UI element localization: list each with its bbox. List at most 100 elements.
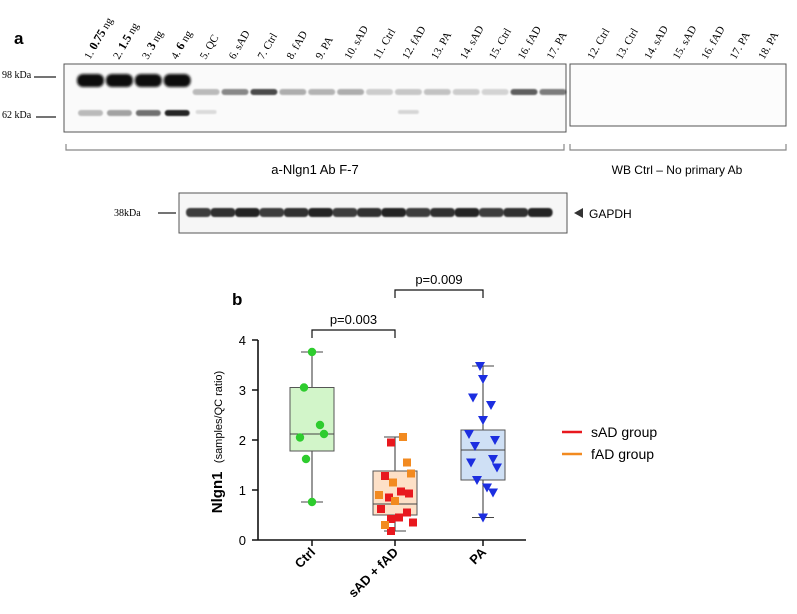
data-point-pa: [478, 513, 488, 523]
protein-band: [481, 89, 509, 95]
lane-label: 9. PA: [313, 35, 335, 62]
control-blot-lane-labels: 12. Ctrl 13. Ctrl 14. sAD 15. sAD 16. fAD 17.…: [585, 24, 781, 62]
significance-bracket: [394, 289, 484, 298]
lane-number: 4.: [169, 46, 185, 62]
data-point-ctrl: [307, 347, 317, 357]
data-point-pa: [482, 483, 492, 493]
protein-band: [106, 110, 132, 116]
control-blot-bracket: [569, 144, 787, 151]
gapdh-band: [332, 208, 358, 217]
lane-label: 11. Ctrl: [371, 27, 398, 62]
svg-text:Nlgn1 (samples/QC rati: Nlgn1 (samples/QC ratio): [209, 371, 226, 513]
legend-label: sAD group: [591, 424, 657, 440]
data-point-fad: [407, 469, 415, 478]
gapdh-band: [308, 208, 333, 217]
panel-b-label: b: [232, 290, 242, 309]
lane-number: 6.: [227, 46, 243, 62]
gapdh-label: GAPDH: [589, 207, 632, 221]
data-point-pa: [478, 416, 488, 425]
marker-62-label: 62 kDa: [2, 110, 32, 121]
lane-unit: PA: [319, 35, 336, 52]
data-point-sad: [405, 489, 413, 498]
lane-unit: sAD: [351, 24, 372, 48]
protein-band: [134, 74, 162, 87]
y-ticks: 0 1 2 3 4: [239, 333, 258, 548]
gapdh-band: [259, 208, 285, 217]
protein-band: [452, 89, 480, 95]
data-point-fad: [381, 521, 389, 529]
lane-number: 5.: [198, 46, 214, 62]
control-lane-label: 13. Ctrl: [614, 26, 641, 61]
y-tick-label: 2: [239, 433, 246, 448]
protein-band: [423, 89, 451, 95]
gapdh-band: [454, 208, 480, 217]
data-point-ctrl: [307, 497, 317, 507]
lane-number: 1.: [82, 46, 98, 62]
control-lane-label: 12. Ctrl: [585, 26, 612, 61]
y-axis-title-sub: (samples/QC ratio): [213, 371, 225, 463]
data-point-pa: [466, 458, 476, 468]
panel-a-label: a: [14, 29, 24, 48]
gapdh-band: [503, 208, 529, 217]
protein-band: [250, 89, 278, 95]
data-point-sad: [387, 438, 395, 447]
gapdh-band: [478, 208, 504, 217]
data-point-sad: [409, 518, 417, 527]
gapdh-bands: [186, 208, 553, 217]
data-point-pa: [478, 375, 488, 384]
x-tick-labels: Ctrl sAD + fAD PA: [292, 540, 490, 600]
lane-unit: fAD: [290, 29, 310, 52]
control-lane-label: 14. sAD: [642, 24, 671, 62]
data-point-pa: [468, 393, 478, 403]
gapdh-band: [186, 208, 211, 217]
control-lane-label: 16. fAD: [699, 24, 727, 61]
box-iqr: [289, 387, 335, 452]
significance-bracket: [311, 329, 396, 338]
data-point-pa: [490, 436, 500, 445]
data-point-fad: [403, 458, 411, 467]
lane-label: 14. sAD: [458, 24, 487, 62]
lane-number: 7.: [256, 46, 272, 62]
data-point-pa: [470, 442, 480, 451]
lane-label: 5. QC: [198, 33, 222, 62]
control-blot: 12. Ctrl 13. Ctrl 14. sAD 15. sAD 16. fAD 17.…: [569, 24, 787, 177]
control-blot-frame: [569, 63, 787, 127]
gapdh-band: [527, 208, 553, 217]
box-pa: [460, 365, 506, 519]
data-point-pa: [464, 430, 474, 439]
y-axis-title: Nlgn1 (samples/QC ratio): [209, 371, 226, 513]
box-plot: Nlgn1 (samples/QC ratio) 0 1 2 3 4 Ctrl sAD +…: [209, 272, 526, 600]
data-point-fad: [375, 491, 383, 499]
lane-unit: fAD: [408, 24, 428, 47]
gapdh-blot: 38kDa GAPDH: [114, 192, 632, 234]
data-point-sad: [381, 472, 389, 480]
lane-number: 3.: [140, 46, 156, 62]
data-point-sad: [377, 505, 385, 513]
protein-band: [394, 89, 422, 95]
data-point-sad: [387, 527, 395, 535]
gapdh-band: [405, 208, 431, 217]
lane-label: 10. sAD: [342, 24, 371, 62]
y-tick-label: 0: [239, 533, 246, 548]
protein-band: [539, 89, 567, 95]
lane-unit: PA: [553, 30, 570, 47]
gapdh-arrow-icon: [574, 208, 583, 218]
lane-unit: fAD: [524, 24, 544, 47]
data-point-ctrl: [319, 429, 329, 439]
protein-band: [308, 89, 336, 95]
protein-band: [192, 89, 220, 95]
data-point-pa: [472, 476, 482, 485]
main-blot: 1. 0.75 ng2. 1.5 ng3. 3 ng4. 6 ng5. QC6.…: [2, 15, 570, 177]
data-point-sad: [387, 515, 395, 523]
protein-band: [105, 74, 133, 87]
protein-band: [337, 89, 365, 95]
gapdh-band: [210, 208, 236, 217]
lane-label: 6. sAD: [227, 28, 253, 61]
main-blot-caption: a-Nlgn1 Ab F-7: [271, 162, 358, 177]
data-point-ctrl: [301, 454, 311, 464]
legend: sAD group fAD group: [562, 424, 657, 462]
y-axis-title-main: Nlgn1: [209, 472, 226, 514]
data-points: [295, 347, 502, 535]
legend-label: fAD group: [591, 446, 654, 462]
data-point-ctrl: [315, 420, 325, 430]
